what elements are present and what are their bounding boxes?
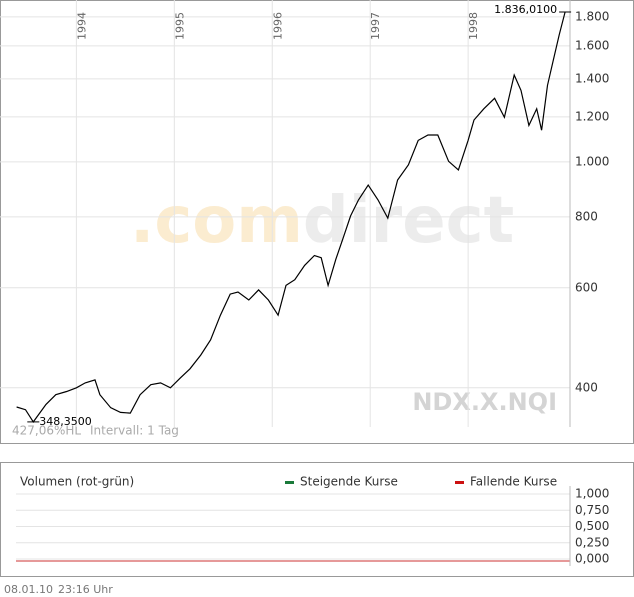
x-tick-label: 1994 bbox=[75, 12, 88, 40]
footer-date: 08.01.10 bbox=[4, 583, 53, 596]
y-tick-label: 800 bbox=[575, 209, 598, 223]
y-tick-label: 0,000 bbox=[575, 552, 609, 566]
footer-time: 23:16 Uhr bbox=[58, 583, 113, 596]
price-line bbox=[16, 11, 566, 423]
y-tick-label: 1.400 bbox=[575, 71, 609, 85]
watermark-part: .com bbox=[130, 184, 303, 258]
info-interval: Intervall: 1 Tag bbox=[90, 424, 179, 438]
y-tick-label: 0,250 bbox=[575, 535, 609, 549]
y-tick-label: 0,750 bbox=[575, 503, 609, 517]
volume-panel bbox=[0, 462, 634, 577]
y-tick-label: 1,000 bbox=[575, 487, 609, 501]
legend-label: Steigende Kurse bbox=[300, 475, 398, 489]
watermark-part: direct bbox=[303, 184, 514, 258]
volume-title: Volumen (rot-grün) bbox=[20, 475, 134, 489]
x-tick-label: 1998 bbox=[467, 12, 480, 40]
info-hl: 427,06%HL bbox=[12, 424, 81, 438]
y-tick-label: 400 bbox=[575, 380, 598, 394]
symbol: NDX.X.NQI bbox=[412, 388, 557, 416]
y-tick-label: 0,500 bbox=[575, 519, 609, 533]
y-tick-label: 1.200 bbox=[575, 109, 609, 123]
x-tick-label: 1996 bbox=[271, 12, 284, 40]
y-tick-label: 1.800 bbox=[575, 9, 609, 23]
main-panel bbox=[0, 0, 634, 444]
legend-swatch bbox=[285, 481, 294, 484]
y-tick-label: 1.600 bbox=[575, 38, 609, 52]
y-tick-label: 600 bbox=[575, 280, 598, 294]
legend-swatch bbox=[455, 481, 464, 484]
x-tick-label: 1995 bbox=[173, 12, 186, 40]
annotation-label: 348,3500 bbox=[39, 415, 91, 428]
x-tick-label: 1997 bbox=[369, 12, 382, 40]
legend-label: Fallende Kurse bbox=[470, 475, 557, 489]
y-tick-label: 1.000 bbox=[575, 154, 609, 168]
watermark: .comdirect bbox=[130, 184, 514, 258]
annotation-label: 1.836,0100 bbox=[494, 3, 557, 16]
